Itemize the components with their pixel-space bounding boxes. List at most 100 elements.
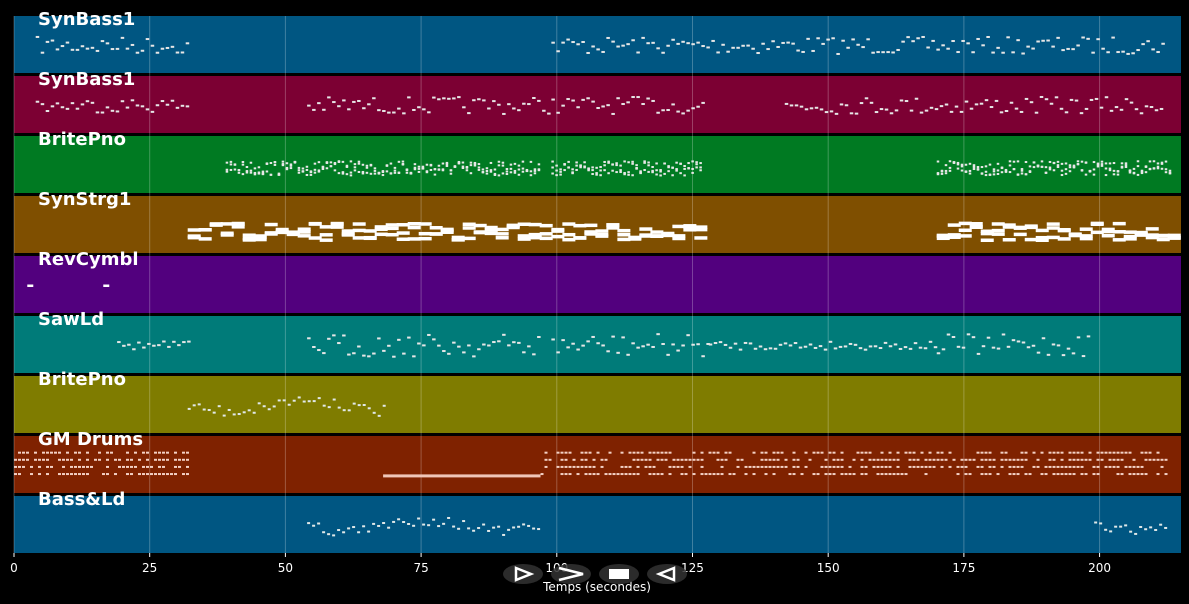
note — [345, 165, 349, 168]
note — [878, 347, 883, 350]
back-button[interactable] — [647, 564, 687, 584]
note — [337, 529, 341, 532]
note — [849, 112, 854, 115]
note — [692, 473, 696, 476]
note — [896, 465, 900, 468]
note — [292, 399, 296, 402]
note — [1108, 162, 1112, 165]
note — [155, 104, 160, 107]
note — [721, 43, 725, 46]
note — [1024, 173, 1028, 176]
note — [495, 227, 509, 232]
note — [880, 451, 884, 454]
note — [661, 51, 665, 54]
note — [1101, 229, 1115, 234]
note — [402, 112, 406, 115]
note — [537, 336, 541, 339]
note — [716, 473, 720, 476]
note — [80, 103, 85, 106]
note — [563, 163, 566, 166]
play-button[interactable] — [503, 564, 543, 584]
note — [587, 169, 590, 172]
note — [1016, 473, 1020, 476]
note — [659, 170, 662, 173]
note — [636, 96, 640, 99]
note — [544, 465, 548, 468]
note — [1066, 347, 1071, 350]
note — [1132, 473, 1136, 476]
note — [527, 345, 531, 348]
note — [489, 169, 493, 172]
note — [748, 342, 753, 345]
note — [481, 171, 485, 174]
note — [883, 341, 888, 344]
note — [551, 41, 555, 44]
note — [365, 171, 369, 174]
forward-button[interactable] — [551, 564, 591, 584]
note — [1120, 162, 1124, 165]
note — [941, 348, 946, 351]
note — [853, 343, 858, 346]
note — [367, 407, 371, 410]
note — [581, 344, 585, 347]
note — [667, 165, 670, 168]
note — [62, 458, 65, 461]
note — [700, 465, 704, 468]
note — [595, 229, 609, 233]
note — [74, 451, 77, 454]
note — [675, 161, 678, 164]
note — [635, 164, 638, 167]
note — [631, 174, 634, 177]
note — [229, 163, 233, 166]
note — [647, 164, 650, 167]
note — [796, 49, 800, 52]
note — [267, 408, 271, 411]
note — [353, 169, 357, 172]
note — [936, 451, 940, 454]
note — [55, 102, 60, 105]
note — [864, 465, 868, 468]
note — [946, 47, 950, 50]
note — [241, 160, 245, 163]
note — [976, 166, 980, 169]
note — [621, 103, 625, 106]
note — [635, 167, 638, 170]
note — [513, 171, 517, 174]
note — [297, 169, 301, 172]
note — [1096, 38, 1100, 41]
note — [1056, 160, 1060, 163]
note — [672, 458, 676, 461]
note — [312, 108, 316, 111]
note — [650, 234, 664, 238]
note — [748, 465, 752, 468]
note — [540, 473, 544, 476]
note — [732, 473, 736, 476]
note — [1044, 166, 1048, 169]
note — [289, 164, 293, 167]
note — [1004, 168, 1008, 171]
note — [692, 451, 696, 454]
note — [1139, 525, 1143, 528]
note — [78, 465, 81, 468]
track-label-1: SynBass1 — [38, 69, 135, 90]
note — [237, 171, 241, 174]
note — [381, 174, 385, 177]
note — [724, 458, 728, 461]
note — [186, 465, 189, 468]
note — [984, 451, 988, 454]
note — [1080, 458, 1084, 461]
note — [708, 473, 712, 476]
note — [372, 97, 376, 100]
note — [1026, 346, 1031, 349]
note — [992, 458, 996, 461]
note — [487, 107, 491, 110]
note — [46, 465, 49, 468]
stop-button[interactable] — [599, 564, 639, 584]
note — [679, 162, 682, 165]
note — [741, 44, 745, 47]
note — [996, 172, 1000, 175]
note — [397, 160, 401, 163]
note — [940, 465, 944, 468]
note — [342, 409, 346, 412]
note — [655, 169, 658, 172]
